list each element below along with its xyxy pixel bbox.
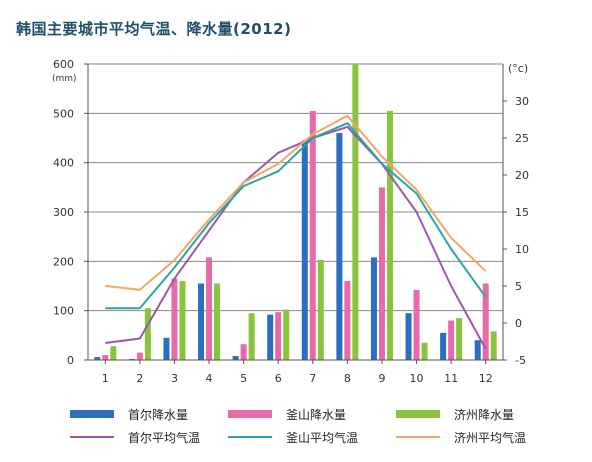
- x-tick-label: 8: [344, 372, 351, 385]
- bar: [482, 283, 489, 360]
- bar: [171, 278, 178, 360]
- y-right-tick-label: 0: [515, 317, 522, 330]
- bar: [456, 318, 463, 360]
- bar: [136, 352, 143, 360]
- y-right-unit: (°c): [508, 62, 528, 75]
- bar: [386, 110, 393, 360]
- legend-label: 釜山平均气温: [286, 430, 358, 445]
- bar: [283, 309, 290, 360]
- bar: [232, 356, 239, 360]
- x-tick-label: 2: [136, 372, 143, 385]
- y-left-tick-label: 300: [53, 206, 74, 219]
- x-tick-label: 11: [444, 372, 458, 385]
- series-line: [105, 125, 487, 350]
- bar: [179, 281, 186, 360]
- bar: [267, 314, 274, 360]
- bar: [248, 313, 255, 360]
- y-left-tick-label: 100: [53, 305, 74, 318]
- y-left-tick-label: 0: [67, 354, 74, 367]
- series-line: [105, 122, 487, 310]
- y-right-tick-label: 30: [515, 95, 529, 108]
- bar: [474, 340, 481, 360]
- legend-swatch: [70, 410, 114, 418]
- lines: [105, 114, 487, 350]
- bar: [440, 332, 447, 360]
- legend-label: 首尔平均气温: [128, 430, 200, 445]
- y-right-tick-label: 20: [515, 169, 529, 182]
- bar: [102, 355, 109, 360]
- bar: [309, 110, 316, 360]
- legend-swatch: [396, 410, 440, 418]
- x-tick-label: 10: [410, 372, 424, 385]
- bar: [378, 187, 385, 360]
- bar: [275, 312, 282, 360]
- legend-label: 济州平均气温: [454, 430, 526, 445]
- legend-label: 济州降水量: [454, 407, 514, 422]
- y-left-unit: (mm): [52, 74, 77, 84]
- y-left-tick-label: 500: [53, 107, 74, 120]
- bar: [240, 344, 247, 360]
- bar: [370, 257, 377, 360]
- x-tick-label: 1: [102, 372, 109, 385]
- legend-label: 首尔降水量: [128, 407, 188, 422]
- bar: [448, 320, 455, 360]
- bar: [344, 281, 351, 360]
- bars: [94, 64, 497, 360]
- x-tick-label: 12: [479, 372, 493, 385]
- x-tick-label: 3: [171, 372, 178, 385]
- bar: [94, 357, 101, 360]
- legend-swatch: [228, 410, 272, 418]
- bar: [163, 337, 170, 360]
- bar: [214, 283, 221, 360]
- bar: [405, 313, 412, 360]
- chart-title: 韩国主要城市平均气温、降水量(2012): [16, 20, 292, 38]
- bar: [144, 308, 151, 360]
- series-line: [105, 114, 487, 291]
- y-right-tick-label: -5: [515, 354, 526, 367]
- x-tick-label: 9: [378, 372, 385, 385]
- bar: [352, 64, 359, 360]
- bar: [110, 346, 117, 360]
- bar: [490, 331, 497, 360]
- legend-label: 釜山降水量: [286, 407, 346, 422]
- x-tick-label: 6: [275, 372, 282, 385]
- bar: [413, 289, 420, 360]
- y-left-tick-label: 600: [53, 58, 74, 71]
- bar: [198, 283, 205, 360]
- bar: [421, 342, 428, 360]
- bar: [206, 257, 213, 360]
- y-left-tick-label: 400: [53, 157, 74, 170]
- bar: [301, 140, 308, 360]
- y-right-tick-label: 5: [515, 280, 522, 293]
- y-left-tick-label: 200: [53, 255, 74, 268]
- x-tick-label: 7: [309, 372, 316, 385]
- x-tick-label: 5: [240, 372, 247, 385]
- bar: [336, 133, 343, 360]
- axes: 0100200300400500600(mm)-5051015202530(°c…: [52, 58, 529, 385]
- y-right-tick-label: 15: [515, 206, 529, 219]
- x-tick-label: 4: [206, 372, 213, 385]
- bar: [317, 259, 324, 360]
- y-right-tick-label: 25: [515, 132, 529, 145]
- y-right-tick-label: 10: [515, 243, 529, 256]
